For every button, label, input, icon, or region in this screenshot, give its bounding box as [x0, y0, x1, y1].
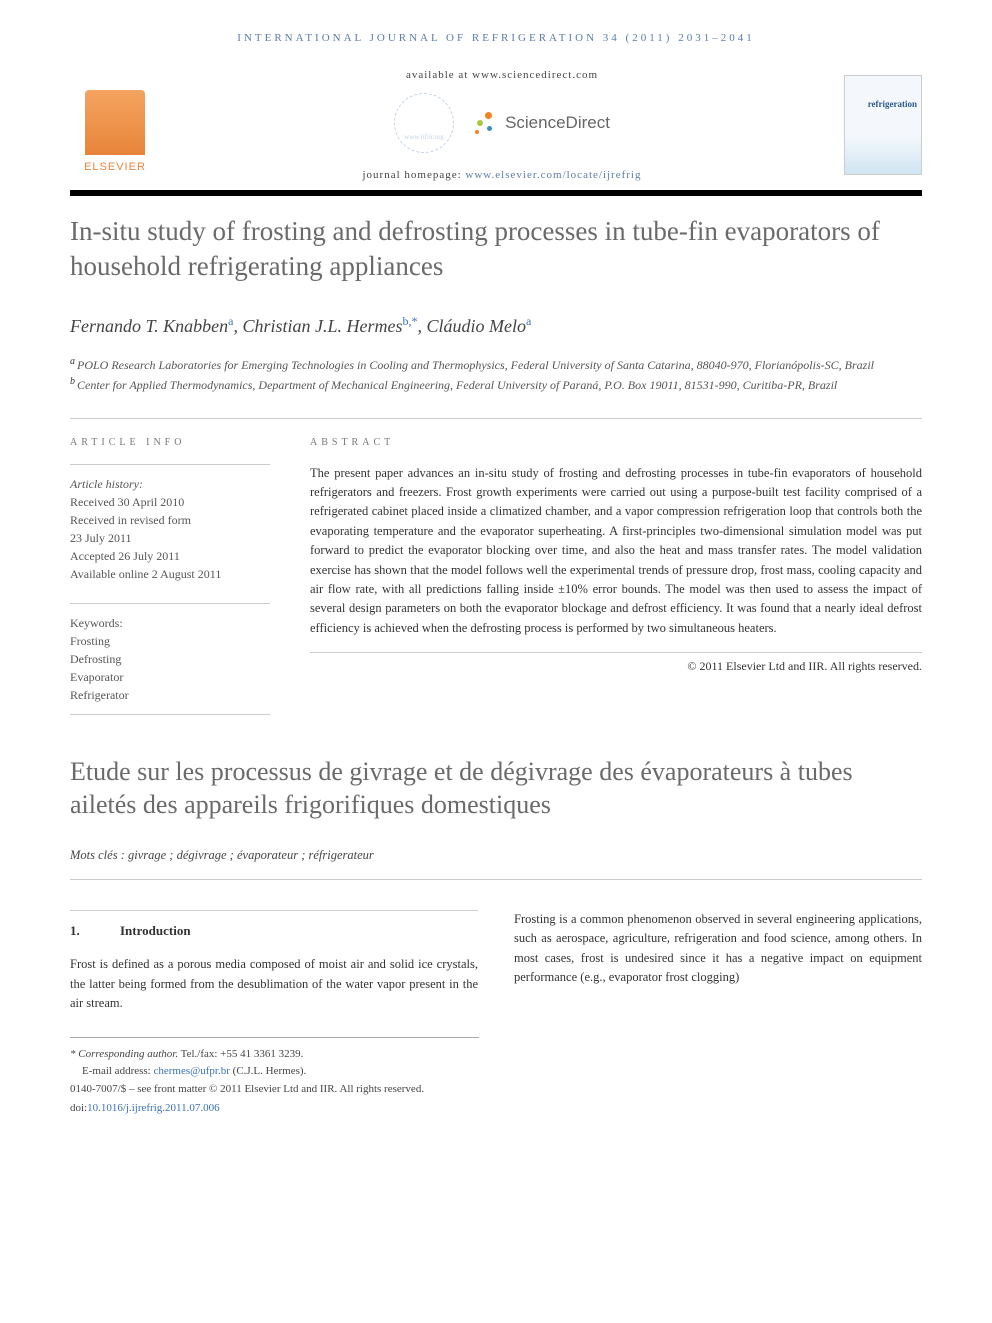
authors-line: Fernando T. Knabbena, Christian J.L. Her… [70, 312, 922, 340]
body-column-right: Frosting is a common phenomenon observed… [514, 910, 922, 1013]
received-date: Received 30 April 2010 [70, 493, 270, 511]
info-abstract-row: ARTICLE INFO Article history: Received 3… [70, 418, 922, 715]
affiliations-block: aPOLO Research Laboratories for Emerging… [70, 354, 922, 394]
revised-date: 23 July 2011 [70, 529, 270, 547]
keyword-3: Evaporator [70, 668, 270, 686]
sciencedirect-logo[interactable]: ScienceDirect [469, 108, 610, 138]
sciencedirect-dots-icon [469, 108, 499, 138]
divider-bar [70, 190, 922, 196]
email-link[interactable]: chermes@ufpr.br [153, 1065, 229, 1077]
author-2-aff[interactable]: b, [403, 314, 412, 328]
publisher-header-row: ELSEVIER available at www.sciencedirect.… [70, 67, 922, 184]
author-1-aff[interactable]: a [228, 314, 233, 328]
keyword-1: Frosting [70, 632, 270, 650]
article-info-column: ARTICLE INFO Article history: Received 3… [70, 435, 270, 715]
homepage-line: journal homepage: www.elsevier.com/locat… [170, 167, 834, 184]
abstract-column: ABSTRACT The present paper advances an i… [310, 435, 922, 715]
affiliation-b: Center for Applied Thermodynamics, Depar… [77, 378, 837, 392]
available-at-text: available at www.sciencedirect.com [170, 67, 834, 84]
iifiir-logo[interactable]: www.iifiir.org [394, 93, 454, 153]
accepted-date: Accepted 26 July 2011 [70, 547, 270, 565]
section-1-number: 1. [70, 921, 120, 941]
journal-citation-header: INTERNATIONAL JOURNAL OF REFRIGERATION 3… [70, 30, 922, 47]
doi-line: doi:10.1016/j.ijrefrig.2011.07.006 [70, 1100, 922, 1117]
affiliation-a: POLO Research Laboratories for Emerging … [77, 358, 874, 372]
elsevier-tree-icon [85, 90, 145, 155]
iifiir-url: www.iifiir.org [395, 132, 453, 143]
elsevier-label: ELSEVIER [84, 159, 146, 176]
cover-journal-title: refrigeration [868, 98, 917, 112]
homepage-url[interactable]: www.elsevier.com/locate/ijrefrig [465, 169, 641, 181]
author-3[interactable]: Cláudio Melo [427, 316, 527, 336]
elsevier-logo[interactable]: ELSEVIER [70, 75, 160, 175]
author-2[interactable]: Christian J.L. Hermes [243, 316, 403, 336]
body-columns: 1.Introduction Frost is defined as a por… [70, 910, 922, 1013]
abstract-label: ABSTRACT [310, 435, 922, 450]
intro-paragraph-2: Frosting is a common phenomenon observed… [514, 910, 922, 988]
section-1-title: Introduction [120, 923, 191, 938]
abstract-text: The present paper advances an in-situ st… [310, 464, 922, 653]
french-title: Etude sur les processus de givrage et de… [70, 755, 922, 823]
footnotes-block: * Corresponding author. Tel./fax: +55 41… [70, 1037, 479, 1079]
center-header: available at www.sciencedirect.com www.i… [160, 67, 844, 184]
author-1[interactable]: Fernando T. Knabben [70, 316, 228, 336]
sciencedirect-label: ScienceDirect [505, 110, 610, 136]
keyword-4: Refrigerator [70, 686, 270, 704]
keywords-block: Keywords: Frosting Defrosting Evaporator… [70, 603, 270, 715]
corresponding-author-tel: Tel./fax: +55 41 3361 3239. [178, 1048, 303, 1060]
doi-label: doi: [70, 1102, 87, 1114]
intro-paragraph-1: Frost is defined as a porous media compo… [70, 955, 478, 1013]
email-label: E-mail address: [82, 1065, 153, 1077]
keyword-2: Defrosting [70, 650, 270, 668]
homepage-label: journal homepage: [363, 169, 466, 181]
front-matter-line: 0140-7007/$ – see front matter © 2011 El… [70, 1081, 922, 1098]
doi-link[interactable]: 10.1016/j.ijrefrig.2011.07.006 [87, 1102, 220, 1114]
author-2-corr[interactable]: * [412, 314, 418, 328]
revised-label: Received in revised form [70, 511, 270, 529]
history-label: Article history: [70, 475, 270, 493]
mots-cles-list: givrage ; dégivrage ; évaporateur ; réfr… [128, 848, 374, 862]
article-title: In-situ study of frosting and defrosting… [70, 214, 922, 284]
mots-cles-line: Mots clés : givrage ; dégivrage ; évapor… [70, 846, 922, 880]
abstract-copyright: © 2011 Elsevier Ltd and IIR. All rights … [310, 657, 922, 675]
section-1-heading: 1.Introduction [70, 910, 478, 941]
corresponding-author-label: * Corresponding author. [70, 1048, 178, 1060]
online-date: Available online 2 August 2011 [70, 565, 270, 583]
article-info-label: ARTICLE INFO [70, 435, 270, 450]
keywords-label: Keywords: [70, 614, 270, 632]
article-history: Article history: Received 30 April 2010 … [70, 464, 270, 583]
mots-cles-label: Mots clés : [70, 848, 128, 862]
body-column-left: 1.Introduction Frost is defined as a por… [70, 910, 478, 1013]
author-3-aff[interactable]: a [526, 314, 531, 328]
journal-cover-thumbnail[interactable]: refrigeration [844, 75, 922, 175]
email-author-name: (C.J.L. Hermes). [230, 1065, 306, 1077]
